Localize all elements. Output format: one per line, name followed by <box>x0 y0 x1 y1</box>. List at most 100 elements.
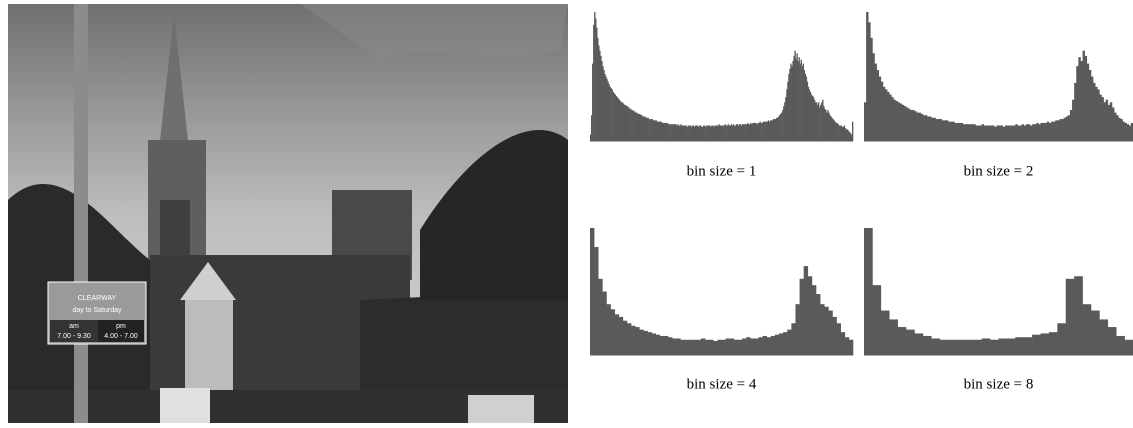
histogram-bar <box>1025 124 1029 141</box>
histogram-bar <box>688 339 694 355</box>
histogram-bar <box>924 115 928 141</box>
histogram-bar <box>799 63 801 141</box>
histogram-bar <box>746 124 748 141</box>
histogram-bar <box>642 116 644 141</box>
histogram-bar <box>646 117 648 141</box>
histogram-bar <box>1065 278 1075 355</box>
histogram-bar <box>614 314 620 355</box>
histogram-bar <box>945 120 949 141</box>
histogram-bar <box>801 66 803 141</box>
histogram-bar <box>807 276 813 355</box>
histogram-bar <box>606 304 611 355</box>
histogram-bar <box>1021 124 1025 141</box>
histogram-bar <box>922 115 926 141</box>
histogram-bar <box>680 339 685 355</box>
histogram-bar <box>918 112 922 141</box>
histogram-bar <box>797 61 799 141</box>
histogram-bar <box>820 104 822 141</box>
histogram-bar <box>622 320 628 355</box>
histogram-bar <box>709 339 714 355</box>
histogram-bar <box>839 125 841 141</box>
histogram-bar <box>950 121 953 141</box>
histogram-bar <box>835 122 837 141</box>
histogram-bar <box>664 122 667 141</box>
histogram-bar <box>655 120 658 141</box>
histogram-bar <box>836 122 838 141</box>
histogram-bar <box>1069 110 1073 141</box>
histogram-bar <box>931 117 934 141</box>
histogram-bar <box>770 335 776 355</box>
histogram-bar <box>620 102 623 141</box>
histogram-bar <box>795 304 800 355</box>
histogram-bar <box>1074 276 1083 355</box>
histogram-bar <box>906 329 915 355</box>
histogram-bar <box>847 130 850 141</box>
histogram-bar <box>738 124 741 141</box>
histogram-bar <box>787 81 789 141</box>
histogram-bar <box>736 124 739 141</box>
histogram-bar <box>841 126 844 141</box>
histogram-bar <box>838 125 840 141</box>
histogram-bar <box>681 125 683 141</box>
histogram-bar <box>811 285 817 355</box>
histogram-bar <box>621 102 624 141</box>
histogram-bar <box>1038 124 1041 141</box>
histogram-bar <box>645 117 647 141</box>
histogram-bar <box>682 125 684 141</box>
histogram-bar <box>705 339 710 355</box>
histogram-bar <box>987 125 991 141</box>
histogram-bar <box>596 27 598 142</box>
histogram-bar <box>914 333 924 355</box>
histogram-bar <box>666 122 668 141</box>
histogram-bar <box>628 107 630 141</box>
histogram-bar <box>1082 50 1085 142</box>
histogram-bar <box>658 121 661 141</box>
histogram-bar <box>792 61 794 141</box>
histogram-bar <box>610 309 615 355</box>
histogram-bar <box>767 120 770 141</box>
histogram-bar <box>842 126 845 141</box>
gable-wall <box>185 300 233 390</box>
histogram-bar <box>635 327 640 355</box>
histogram-bar <box>962 124 966 141</box>
histogram-bar <box>732 124 735 141</box>
histogram-bar <box>700 338 706 355</box>
histogram-bar <box>864 102 867 141</box>
histogram-bar <box>837 124 839 141</box>
histogram-bar <box>751 124 753 141</box>
histogram-bar <box>711 125 713 141</box>
histogram-bar <box>641 115 643 141</box>
histogram-bar <box>798 57 800 141</box>
histogram-bar <box>889 319 898 355</box>
histogram-bar <box>763 121 765 141</box>
histogram-bar <box>643 116 645 141</box>
histogram-bar <box>1122 121 1125 141</box>
histogram-bar <box>624 104 627 141</box>
histogram-bar <box>851 121 854 141</box>
photo: CLEARWAY day to Saturday am pm 7.00 - 9.… <box>8 4 568 423</box>
histogram-bar <box>697 126 700 141</box>
histogram-bar <box>766 337 772 355</box>
histogram-bar <box>625 106 628 141</box>
histogram-bar <box>647 117 649 141</box>
histogram-bar <box>741 125 743 141</box>
histogram-bar <box>800 59 802 142</box>
histogram-bar <box>931 338 940 355</box>
histogram-bar <box>754 338 759 355</box>
histogram-bar <box>803 266 809 355</box>
histogram-bar <box>948 121 951 141</box>
histogram-bar <box>723 125 725 141</box>
histogram-bar <box>1080 61 1083 141</box>
histogram-bar <box>764 121 766 141</box>
histogram-bar <box>750 338 755 355</box>
histogram-bar <box>783 332 788 355</box>
histogram-bar <box>882 86 886 141</box>
histogram-bar <box>1082 304 1092 355</box>
chart-caption: bin size = 4 <box>687 376 757 392</box>
histogram-bar <box>601 61 603 141</box>
chart-caption: bin size = 8 <box>964 376 1034 392</box>
histogram-bar <box>808 89 811 141</box>
histogram-bar <box>821 102 823 141</box>
histogram-bar <box>618 316 624 355</box>
histogram-bar <box>705 126 707 141</box>
